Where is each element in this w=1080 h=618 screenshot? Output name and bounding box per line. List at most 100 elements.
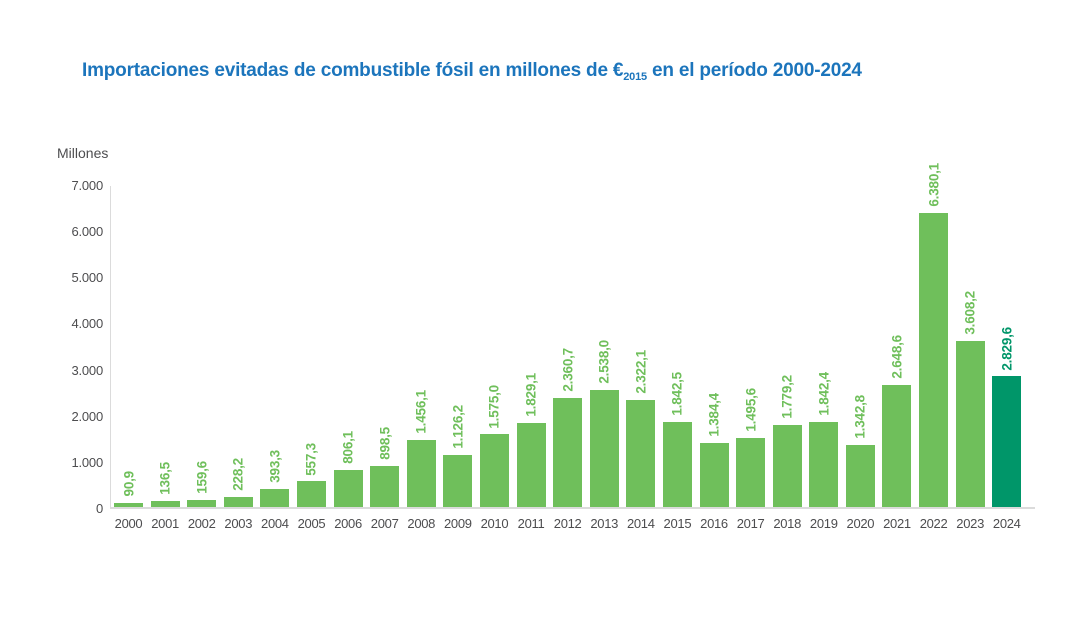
x-axis-tick-label-2023: 2023 bbox=[956, 516, 985, 531]
bar-slot-2016: 1.384,4 2016 bbox=[699, 184, 729, 531]
bar-value-label-2001: 136,5 bbox=[157, 461, 173, 495]
y-axis-tick-label: 5.000 bbox=[71, 270, 103, 286]
bar-value-label-2018: 1.779,2 bbox=[779, 375, 795, 419]
bar-slot-2022: 6.380,1 2022 bbox=[919, 163, 949, 531]
bar-slot-2006: 806,1 2006 bbox=[333, 184, 363, 531]
bar-2013 bbox=[589, 389, 619, 507]
bar-slot-2003: 228,2 2003 bbox=[223, 184, 253, 531]
y-axis-tick-labels: 7.000 6.000 5.000 4.000 3.000 2.000 1.000 0 bbox=[50, 178, 103, 516]
bar-2014 bbox=[626, 399, 656, 507]
y-axis-tick-label: 4.000 bbox=[71, 316, 103, 332]
bar-value-label-2003: 228,2 bbox=[230, 457, 246, 491]
x-axis-tick-label-2024: 2024 bbox=[992, 516, 1021, 531]
bar-value-label-2005: 557,3 bbox=[303, 442, 319, 476]
bar-2003 bbox=[223, 496, 253, 507]
bar-value-label-2019: 1.842,4 bbox=[816, 372, 832, 416]
bar-slot-2001: 136,5 2001 bbox=[150, 184, 180, 531]
bar-2009 bbox=[443, 455, 473, 507]
x-axis-tick-label-2014: 2014 bbox=[626, 516, 655, 531]
bar-value-label-2015: 1.842,5 bbox=[669, 372, 685, 416]
bar-2001 bbox=[150, 500, 180, 507]
bar-value-label-2024: 2.829,6 bbox=[999, 326, 1015, 371]
bar-2012 bbox=[553, 398, 583, 507]
bar-value-label-2013: 2.538,0 bbox=[596, 340, 612, 384]
x-axis-tick-label-2004: 2004 bbox=[261, 516, 289, 531]
x-axis-tick-label-2009: 2009 bbox=[443, 516, 472, 531]
bar-value-label-2008: 1.456,1 bbox=[413, 390, 429, 434]
chart-title: Importaciones evitadas de combustible fó… bbox=[82, 60, 862, 83]
y-axis-tick-label: 0 bbox=[95, 501, 103, 516]
bar-2017 bbox=[736, 438, 766, 507]
chart-title-subscript: 2015 bbox=[623, 71, 647, 83]
x-axis-tick-label-2019: 2019 bbox=[809, 516, 838, 531]
x-axis-tick-label-2015: 2015 bbox=[663, 516, 692, 531]
bar-slot-2000: 90,9 2000 bbox=[114, 184, 143, 531]
y-axis-unit-label: Millones bbox=[57, 145, 109, 161]
bar-slot-2023: 3.608,2 2023 bbox=[955, 184, 985, 531]
x-axis-tick-label-2007: 2007 bbox=[370, 516, 399, 531]
x-axis-tick-label-2005: 2005 bbox=[297, 516, 326, 531]
bar-2023 bbox=[955, 340, 985, 507]
x-axis-tick-label-2001: 2001 bbox=[151, 516, 179, 531]
chart-title-period: en el período 2000-2024 bbox=[646, 60, 862, 81]
bar-slot-2018: 1.779,2 2018 bbox=[772, 184, 802, 531]
x-axis-tick-label-2017: 2017 bbox=[736, 516, 765, 531]
x-axis-tick-label-2022: 2022 bbox=[919, 516, 948, 531]
bar-value-label-2022: 6.380,1 bbox=[926, 162, 942, 207]
bar-2010 bbox=[479, 434, 509, 507]
x-axis-tick-label-2013: 2013 bbox=[590, 516, 619, 531]
y-axis-tick-label: 7.000 bbox=[71, 178, 103, 193]
x-axis-tick-label-2000: 2000 bbox=[114, 516, 143, 531]
bar-2016 bbox=[699, 443, 729, 507]
bar-2006 bbox=[333, 469, 363, 507]
bar-slot-2011: 1.829,1 2011 bbox=[516, 184, 546, 531]
bar-2021 bbox=[882, 384, 912, 507]
x-axis-tick-label-2020: 2020 bbox=[846, 516, 875, 531]
x-axis-tick-label-2021: 2021 bbox=[883, 516, 911, 531]
bar-2005 bbox=[296, 481, 326, 507]
x-axis-tick-label-2011: 2011 bbox=[517, 516, 545, 531]
bar-value-label-2012: 2.360,7 bbox=[560, 348, 576, 393]
bar-value-label-2000: 90,9 bbox=[121, 471, 136, 497]
x-axis-tick-label-2010: 2010 bbox=[480, 516, 509, 531]
bar-2002 bbox=[187, 499, 217, 507]
bar-value-label-2021: 2.648,6 bbox=[889, 335, 905, 379]
bar-slot-2008: 1.456,1 2008 bbox=[406, 184, 436, 531]
y-axis-tick-label: 1.000 bbox=[71, 454, 103, 470]
bar-slot-2024: 2.829,6 2024 bbox=[992, 184, 1022, 531]
bar-2018 bbox=[772, 424, 802, 507]
bar-value-label-2016: 1.384,4 bbox=[706, 393, 722, 438]
plot-area: 90,9 2000 136,5 2001 159,6 2002 228,2 2003 393,3… bbox=[110, 163, 1035, 531]
bar-2019 bbox=[809, 422, 839, 507]
bar-value-label-2002: 159,6 bbox=[194, 460, 210, 494]
x-axis-tick-label-2006: 2006 bbox=[334, 516, 362, 531]
bar-2000 bbox=[114, 502, 143, 507]
x-axis-tick-label-2016: 2016 bbox=[700, 516, 728, 531]
bar-slot-2014: 2.322,1 2014 bbox=[626, 184, 656, 531]
bar-slot-2009: 1.126,2 2009 bbox=[443, 184, 473, 531]
bar-slot-2015: 1.842,5 2015 bbox=[662, 184, 692, 531]
bar-value-label-2007: 898,5 bbox=[377, 426, 393, 460]
bar-slot-2002: 159,6 2002 bbox=[187, 184, 217, 531]
bar-2004 bbox=[260, 488, 290, 507]
bar-value-label-2017: 1.495,6 bbox=[743, 388, 759, 432]
bar-slot-2004: 393,3 2004 bbox=[260, 184, 290, 531]
y-axis-tick-label: 3.000 bbox=[71, 362, 103, 378]
bar-slot-2020: 1.342,8 2020 bbox=[845, 184, 875, 531]
bar-value-label-2023: 3.608,2 bbox=[962, 290, 978, 335]
bar-value-label-2010: 1.575,0 bbox=[486, 384, 502, 429]
bar-slot-2013: 2.538,0 2013 bbox=[589, 184, 619, 531]
x-axis-tick-label-2018: 2018 bbox=[773, 516, 802, 531]
bar-slot-2012: 2.360,7 2012 bbox=[553, 184, 583, 531]
x-axis-tick-label-2003: 2003 bbox=[224, 516, 253, 531]
bar-value-label-2006: 806,1 bbox=[340, 431, 356, 464]
bar-2008 bbox=[406, 439, 436, 507]
bar-slot-2005: 557,3 2005 bbox=[296, 184, 326, 531]
bar-2022 bbox=[919, 212, 949, 507]
bar-2011 bbox=[516, 422, 546, 507]
bar-value-label-2014: 2.322,1 bbox=[633, 350, 649, 394]
bar-slot-2010: 1.575,0 2010 bbox=[479, 184, 509, 531]
bar-2024 bbox=[992, 376, 1022, 507]
bar-2015 bbox=[662, 422, 692, 507]
